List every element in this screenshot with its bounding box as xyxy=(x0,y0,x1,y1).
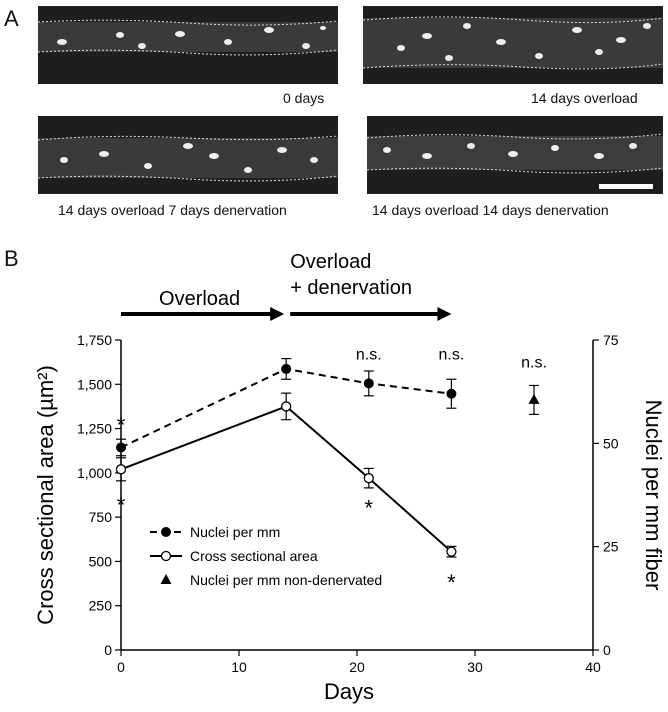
series-1-point xyxy=(446,546,457,557)
scale-bar xyxy=(599,184,653,189)
ns-label: n.s. xyxy=(439,346,465,363)
caption-7-days-denervation: 14 days overload 7 days denervation xyxy=(58,202,287,218)
significance-star: * xyxy=(117,493,126,518)
overload-denervation-label-line2: + denervation xyxy=(290,277,412,299)
micrograph-14-days-denervation-image xyxy=(367,116,663,194)
overload-arrow-head xyxy=(270,307,285,321)
y-axis-left-title: Cross sectional area (µm²) xyxy=(33,365,58,625)
overload-phase-label: Overload xyxy=(159,288,240,310)
caption-14-days-denervation: 14 days overload 14 days denervation xyxy=(372,202,609,218)
y-left-tick-label: 0 xyxy=(104,642,112,658)
y-left-tick-label: 500 xyxy=(89,553,113,569)
series-0-point xyxy=(446,388,457,399)
ns-label: n.s. xyxy=(356,346,382,363)
legend-marker xyxy=(160,574,172,584)
ns-label: n.s. xyxy=(521,355,547,372)
series-1-point xyxy=(115,464,127,475)
x-tick-label: 20 xyxy=(349,659,365,675)
denervation-arrow-head xyxy=(437,307,452,321)
y-right-tick-label: 75 xyxy=(603,332,619,348)
y-left-tick-label: 1,500 xyxy=(77,376,112,392)
y-left-tick-label: 1,000 xyxy=(77,465,112,481)
x-axis-title: Days xyxy=(324,679,374,704)
series-1-line xyxy=(120,405,453,553)
micrograph-14-days-denervation xyxy=(367,116,663,194)
x-tick-label: 30 xyxy=(467,659,483,675)
y-right-tick-label: 25 xyxy=(603,539,619,555)
legend-label: Cross sectional area xyxy=(190,548,318,564)
series-0-point xyxy=(116,442,126,453)
y-left-tick-label: 250 xyxy=(89,598,113,614)
panel-b-letter: B xyxy=(4,246,19,271)
x-tick-label: 10 xyxy=(231,659,247,675)
significance-star: * xyxy=(117,413,126,438)
micrograph-14-days-overload xyxy=(363,6,663,84)
overload-denervation-label-line1: Overload xyxy=(290,251,371,273)
legend-label: Nuclei per mm xyxy=(190,524,280,540)
series-0-point xyxy=(281,363,292,374)
series-1-point xyxy=(363,473,374,484)
significance-star: * xyxy=(447,570,456,595)
legend-label: Nuclei per mm non-denervated xyxy=(190,572,382,588)
y-left-tick-label: 750 xyxy=(89,509,113,525)
y-left-tick-label: 1,750 xyxy=(77,332,112,348)
caption-14-days-overload: 14 days overload xyxy=(531,90,638,106)
x-tick-label: 0 xyxy=(117,659,125,675)
x-tick-label: 40 xyxy=(585,659,601,675)
caption-0-days: 0 days xyxy=(283,90,325,106)
legend-marker xyxy=(160,550,172,562)
significance-star: * xyxy=(365,495,374,520)
micrograph-14-days-overload-image xyxy=(363,6,663,84)
micrograph-7-days-denervation-image xyxy=(38,116,338,194)
micrograph-0-days-image xyxy=(38,6,338,84)
y-right-tick-label: 0 xyxy=(603,642,611,658)
y-axis-right-title: Nuclei per mm fiber xyxy=(641,400,666,591)
legend-marker xyxy=(161,527,171,537)
y-left-tick-label: 1,250 xyxy=(77,421,112,437)
series-2-point xyxy=(528,393,540,404)
y-right-tick-label: 50 xyxy=(603,435,619,451)
series-0-point xyxy=(363,378,374,389)
micrograph-0-days xyxy=(38,6,338,84)
panel-a-letter: A xyxy=(4,6,19,31)
series-1-point xyxy=(281,401,292,412)
micrograph-7-days-denervation xyxy=(38,116,338,194)
